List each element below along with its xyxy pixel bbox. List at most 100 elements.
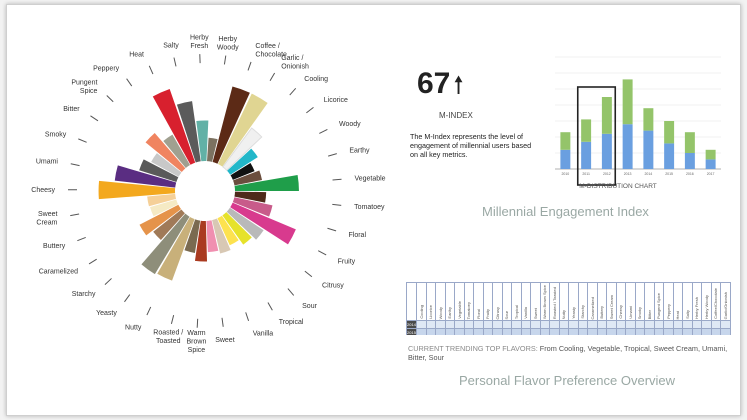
table-cell bbox=[596, 328, 607, 335]
bar-segment-green bbox=[684, 132, 695, 153]
wheel-label: Caramelized bbox=[39, 268, 78, 275]
table-header-cell: Nutty bbox=[558, 282, 569, 321]
table-cell bbox=[511, 320, 522, 329]
wheel-label: Yeasty bbox=[96, 310, 117, 317]
table-cell bbox=[606, 320, 617, 329]
m-distribution-chart: 2010 2011 2012 2013 2014 2015 2016 2017 M-DISTRI… bbox=[555, 56, 721, 190]
bar-segment-blue bbox=[684, 153, 695, 169]
table-cell bbox=[701, 328, 712, 335]
table-cell bbox=[625, 320, 636, 329]
table-header-cell: Buttery bbox=[596, 282, 607, 321]
trending-flavors: CURRENT TRENDING TOP FLAVORS: From Cooli… bbox=[408, 344, 728, 362]
wheel-label: Floral bbox=[349, 232, 367, 239]
table-cell bbox=[463, 328, 474, 335]
table-cell bbox=[444, 320, 455, 329]
wheel-center bbox=[176, 162, 234, 220]
table-cell bbox=[549, 320, 560, 329]
x-tick-label: 2012 bbox=[603, 172, 611, 176]
wheel-tick bbox=[223, 55, 227, 65]
flavor-overview-title: Personal Flavor Preference Overview bbox=[459, 373, 676, 388]
x-tick-label: 2015 bbox=[665, 172, 673, 176]
wheel-segment bbox=[141, 213, 190, 275]
bar-segment-green bbox=[643, 108, 654, 131]
table-cell bbox=[425, 320, 436, 329]
bar-segment-blue bbox=[664, 143, 675, 169]
table-row: 2014 bbox=[406, 320, 731, 329]
wheel-segment bbox=[176, 101, 201, 163]
wheel-tick bbox=[267, 302, 273, 311]
bar-segment-green bbox=[581, 119, 592, 142]
wheel-label: Buttery bbox=[43, 243, 66, 250]
table-cell bbox=[653, 320, 664, 329]
bar-segment-green bbox=[664, 121, 675, 144]
wheel-segment bbox=[222, 212, 252, 245]
wheel-tick bbox=[332, 178, 342, 181]
table-header-cell: Earthy bbox=[444, 282, 455, 321]
m-index-label: M-INDEX bbox=[439, 111, 473, 120]
highlight-box bbox=[576, 86, 617, 186]
table-cell bbox=[444, 328, 455, 335]
table-header-cell: Smoky bbox=[634, 282, 645, 321]
wheel-tick bbox=[88, 258, 97, 265]
wheel-label: Pungent Spice bbox=[71, 80, 97, 96]
table-cell bbox=[691, 320, 702, 329]
wheel-tick bbox=[327, 227, 337, 232]
wheel-segment bbox=[217, 93, 268, 167]
table-cell bbox=[701, 320, 712, 329]
table-header-row: Cooling Licorice Woody Earthy Vegetable Tomat… bbox=[406, 282, 731, 321]
table-cell bbox=[634, 328, 645, 335]
wheel-label: Nutty bbox=[125, 324, 142, 331]
table-cell bbox=[454, 320, 465, 329]
table-cell bbox=[615, 320, 626, 329]
table-cell bbox=[720, 320, 731, 329]
table-cell bbox=[530, 320, 541, 329]
wheel-label: Umami bbox=[36, 159, 59, 166]
wheel-segment bbox=[222, 127, 263, 172]
table-header-cell: Peppery bbox=[663, 282, 674, 321]
table-cell bbox=[634, 320, 645, 329]
table-cell bbox=[539, 328, 550, 335]
chart-title: M-DISTRIBUTION CHART bbox=[579, 183, 657, 190]
wheel-label: Starchy bbox=[72, 291, 96, 298]
x-tick-label: 2013 bbox=[624, 172, 632, 176]
wheel-label: Earthy bbox=[349, 148, 370, 155]
wheel-segment bbox=[206, 220, 219, 253]
wheel-tick bbox=[104, 278, 112, 285]
wheel-label: Tomatoey bbox=[354, 204, 385, 211]
table-cell bbox=[454, 328, 465, 335]
wheel-label: Sour bbox=[302, 303, 317, 310]
wheel-segment bbox=[150, 199, 179, 217]
wheel-segment bbox=[147, 193, 177, 207]
table-cell bbox=[682, 320, 693, 329]
wheel-segment bbox=[230, 202, 296, 245]
table-header-cell: Sweet bbox=[530, 282, 541, 321]
table-header-cell: Vanilla bbox=[520, 282, 531, 321]
table-cell bbox=[691, 328, 702, 335]
table-header-cell: Fruity bbox=[482, 282, 493, 321]
wheel-tick bbox=[124, 294, 131, 303]
table-cell bbox=[539, 320, 550, 329]
table-cell bbox=[596, 320, 607, 329]
wheel-segment bbox=[152, 88, 196, 165]
bar-segment-blue bbox=[622, 124, 633, 169]
wheel-tick bbox=[289, 87, 297, 96]
table-header-cell: Starchy bbox=[577, 282, 588, 321]
table-header-cell: Roasted / Toasted bbox=[549, 282, 560, 321]
wheel-tick bbox=[77, 236, 86, 242]
wheel-segment bbox=[98, 180, 176, 200]
wheel-tick bbox=[90, 115, 99, 122]
wheel-label: Sweet bbox=[215, 337, 235, 344]
wheel-segment bbox=[230, 162, 255, 180]
table-cell bbox=[435, 328, 446, 335]
bar-segment-blue bbox=[581, 141, 592, 169]
table-cell bbox=[663, 328, 674, 335]
wheel-tick bbox=[306, 106, 314, 114]
bar-segment-green bbox=[601, 97, 612, 134]
table-header-cell: Pungent Spice bbox=[653, 282, 664, 321]
bar-segment-blue bbox=[560, 149, 571, 169]
wheel-tick bbox=[287, 288, 295, 296]
table-cell bbox=[549, 328, 560, 335]
wheel-label: Vanilla bbox=[253, 331, 274, 338]
table-cell bbox=[710, 328, 721, 335]
wheel-label: Heat bbox=[129, 51, 144, 58]
